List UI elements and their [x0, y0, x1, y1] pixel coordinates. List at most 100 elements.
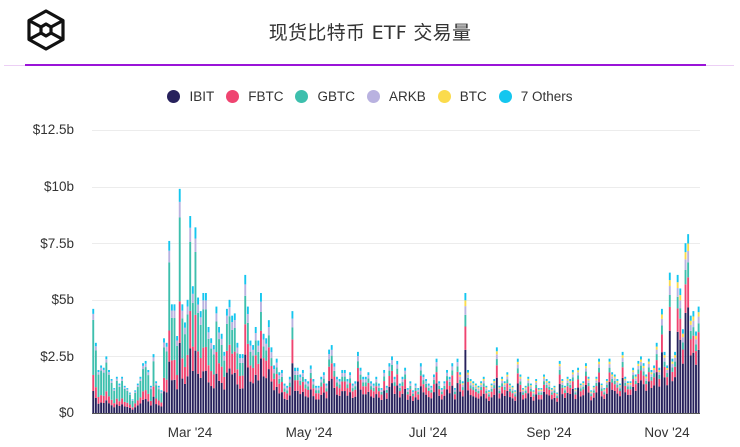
bar-segment[interactable] — [482, 383, 485, 387]
bar-segment[interactable] — [464, 293, 467, 301]
bar-segment[interactable] — [296, 390, 299, 413]
bar-segment[interactable] — [170, 304, 173, 311]
bar-segment[interactable] — [225, 323, 228, 351]
bar-segment[interactable] — [490, 385, 493, 387]
bar-segment[interactable] — [629, 384, 632, 387]
bar-segment[interactable] — [655, 346, 658, 350]
bar-segment[interactable] — [558, 360, 561, 364]
bar-segment[interactable] — [503, 381, 506, 384]
bar-segment[interactable] — [170, 310, 173, 318]
bar-segment[interactable] — [212, 354, 215, 375]
bar-segment[interactable] — [480, 384, 483, 388]
bar-segment[interactable] — [474, 388, 477, 392]
bar-segment[interactable] — [545, 380, 548, 383]
bar-segment[interactable] — [307, 397, 310, 413]
bar-segment[interactable] — [367, 391, 370, 413]
bar-segment[interactable] — [186, 354, 189, 377]
bar-segment[interactable] — [333, 370, 336, 377]
bar-segment[interactable] — [178, 217, 181, 302]
bar-segment[interactable] — [456, 362, 459, 367]
bar-segment[interactable] — [587, 382, 590, 387]
bar-segment[interactable] — [558, 374, 561, 385]
bar-segment[interactable] — [218, 326, 220, 333]
bar-segment[interactable] — [362, 376, 365, 380]
bar-segment[interactable] — [194, 251, 197, 315]
bar-segment[interactable] — [432, 377, 435, 381]
bar-segment[interactable] — [307, 381, 310, 384]
bar-segment[interactable] — [186, 376, 189, 413]
bar-segment[interactable] — [197, 312, 200, 352]
bar-segment[interactable] — [396, 360, 399, 365]
bar-segment[interactable] — [273, 378, 276, 391]
bar-segment[interactable] — [671, 371, 674, 382]
bar-segment[interactable] — [178, 301, 181, 343]
bar-segment[interactable] — [571, 388, 574, 413]
bar-segment[interactable] — [438, 383, 441, 386]
bar-segment[interactable] — [647, 372, 650, 382]
bar-segment[interactable] — [364, 379, 367, 383]
bar-segment[interactable] — [212, 345, 215, 350]
bar-segment[interactable] — [239, 388, 241, 413]
bar-segment[interactable] — [529, 385, 532, 387]
bar-segment[interactable] — [417, 394, 420, 400]
bar-segment[interactable] — [637, 363, 640, 366]
bar-segment[interactable] — [325, 388, 328, 392]
bar-segment[interactable] — [409, 385, 412, 390]
bar-segment[interactable] — [577, 387, 580, 413]
bar-segment[interactable] — [375, 379, 378, 383]
bar-segment[interactable] — [660, 334, 663, 353]
bar-segment[interactable] — [105, 400, 108, 413]
bar-segment[interactable] — [241, 375, 244, 389]
bar-segment[interactable] — [414, 397, 417, 413]
bar-segment[interactable] — [529, 391, 532, 397]
bar-segment[interactable] — [173, 379, 176, 413]
bar-segment[interactable] — [621, 367, 624, 378]
bar-segment[interactable] — [488, 400, 490, 413]
bar-segment[interactable] — [105, 356, 108, 360]
bar-segment[interactable] — [495, 365, 498, 378]
bar-segment[interactable] — [663, 377, 666, 413]
bar-segment[interactable] — [524, 398, 527, 413]
bar-segment[interactable] — [307, 389, 310, 398]
bar-segment[interactable] — [663, 357, 666, 362]
bar-segment[interactable] — [459, 391, 462, 413]
bar-segment[interactable] — [197, 373, 200, 413]
bar-segment[interactable] — [267, 335, 270, 348]
bar-segment[interactable] — [328, 354, 331, 360]
bar-segment[interactable] — [456, 366, 459, 372]
bar-segment[interactable] — [118, 383, 121, 386]
bar-segment[interactable] — [668, 330, 671, 413]
bar-segment[interactable] — [571, 381, 574, 389]
bar-segment[interactable] — [619, 385, 621, 387]
bar-segment[interactable] — [453, 399, 456, 413]
bar-segment[interactable] — [184, 334, 186, 367]
bar-segment[interactable] — [543, 391, 545, 413]
bar-segment[interactable] — [359, 379, 362, 390]
bar-segment[interactable] — [102, 369, 105, 373]
bar-segment[interactable] — [294, 374, 296, 381]
bar-segment[interactable] — [658, 367, 661, 371]
bar-segment[interactable] — [110, 399, 113, 406]
bar-segment[interactable] — [406, 394, 409, 400]
bar-segment[interactable] — [668, 294, 671, 307]
bar-segment[interactable] — [270, 365, 273, 382]
bar-segment[interactable] — [592, 397, 595, 413]
bar-segment[interactable] — [440, 389, 443, 392]
bar-segment[interactable] — [136, 400, 139, 406]
bar-segment[interactable] — [121, 376, 124, 379]
bar-segment[interactable] — [574, 389, 577, 391]
bar-segment[interactable] — [165, 342, 168, 347]
bar-segment[interactable] — [634, 376, 637, 379]
bar-segment[interactable] — [388, 363, 391, 367]
bar-segment[interactable] — [349, 372, 352, 376]
bar-segment[interactable] — [296, 374, 299, 381]
bar-segment[interactable] — [650, 388, 653, 413]
bar-segment[interactable] — [113, 390, 116, 404]
bar-segment[interactable] — [587, 386, 590, 393]
bar-segment[interactable] — [194, 227, 197, 239]
bar-segment[interactable] — [608, 361, 611, 365]
bar-segment[interactable] — [351, 388, 354, 392]
bar-segment[interactable] — [367, 378, 370, 383]
bar-segment[interactable] — [516, 373, 519, 384]
bar-segment[interactable] — [619, 386, 621, 389]
